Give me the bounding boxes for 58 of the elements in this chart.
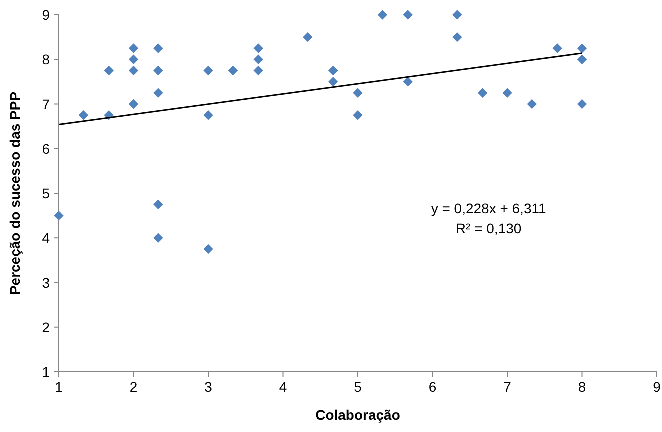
x-tick-label: 1 <box>55 379 64 395</box>
y-tick-label: 2 <box>42 319 50 336</box>
point <box>204 66 214 76</box>
point <box>128 44 139 54</box>
point <box>254 44 264 54</box>
point <box>128 54 139 64</box>
point <box>328 77 338 87</box>
y-tick-label: 3 <box>42 274 50 291</box>
point <box>154 66 164 76</box>
x-tick-label: 9 <box>653 379 662 395</box>
y-tick-label: 5 <box>42 186 50 202</box>
point <box>353 110 363 120</box>
y-tick-label: 7 <box>42 96 50 112</box>
point <box>303 32 313 42</box>
x-tick-label: 4 <box>279 379 288 395</box>
x-axis-title: Colaboração <box>316 407 400 423</box>
annotation: y = 0,228x + 6,311 <box>431 200 546 217</box>
point <box>527 99 538 110</box>
point <box>154 88 164 98</box>
point <box>403 77 413 87</box>
point <box>378 10 388 20</box>
x-tick-label: 6 <box>428 379 437 395</box>
x-tick-label: 3 <box>204 379 213 395</box>
point <box>552 44 562 54</box>
y-axis-title: Perceção do sucesso das PPP <box>7 92 23 296</box>
point <box>128 66 139 76</box>
y-tick-label: 6 <box>42 140 50 157</box>
point <box>154 233 164 243</box>
point <box>328 66 338 76</box>
point <box>577 99 588 110</box>
point <box>128 99 139 110</box>
point <box>403 10 413 20</box>
point <box>104 66 114 76</box>
point <box>478 88 488 98</box>
x-tick-label: 7 <box>504 379 512 395</box>
y-tick-label: 8 <box>42 52 50 68</box>
point <box>452 32 462 42</box>
y-tick-label: 1 <box>42 364 50 380</box>
point <box>577 44 588 54</box>
point <box>204 110 214 120</box>
point <box>78 110 89 120</box>
point <box>228 66 238 76</box>
x-tick-label: 8 <box>578 379 586 395</box>
point <box>577 54 588 64</box>
point <box>502 88 512 98</box>
x-tick-label: 5 <box>354 379 362 395</box>
point <box>254 54 264 64</box>
point <box>254 66 264 76</box>
y-tick-label: 9 <box>42 7 50 23</box>
y-tick-label: 4 <box>42 230 50 246</box>
point <box>154 44 164 54</box>
point <box>353 88 363 98</box>
point <box>204 244 214 254</box>
point <box>54 210 64 221</box>
point <box>154 200 164 210</box>
x-tick-label: 2 <box>130 379 138 395</box>
annotation: R² = 0,130 <box>456 220 522 237</box>
point <box>452 10 462 20</box>
